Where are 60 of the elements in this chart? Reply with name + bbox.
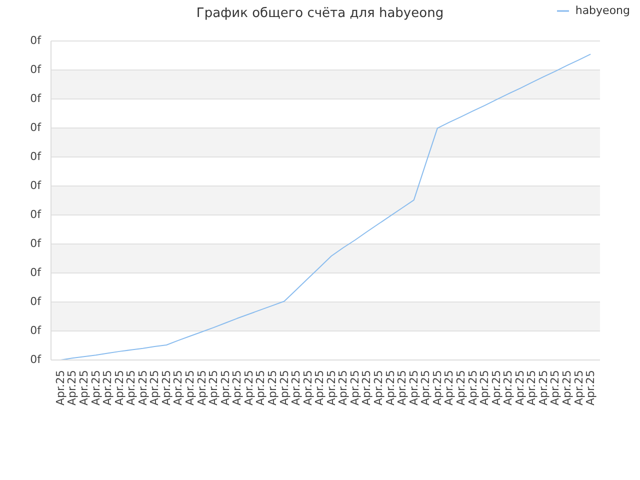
x-tick-label: Apr.25 xyxy=(442,370,456,406)
x-tick-label: Apr.25 xyxy=(548,370,562,406)
text: 0f xyxy=(30,353,41,367)
x-tick-label: Apr.25 xyxy=(77,370,90,406)
x-tick-label: Apr.25 xyxy=(278,370,291,406)
x-tick-label: Apr.25 xyxy=(101,370,114,406)
x-tick-label: Apr.25 xyxy=(301,370,314,406)
text: 0f xyxy=(30,34,41,48)
x-tick-label: Apr.25 xyxy=(396,370,409,406)
legend-label: habyeong xyxy=(574,4,630,17)
x-tick-label: Apr.25 xyxy=(466,370,480,406)
x-tick-label: Apr.25 xyxy=(160,370,173,406)
x-tick-label: Apr.25 xyxy=(313,370,326,406)
x-tick-label: Apr.25 xyxy=(136,370,150,406)
text: 0f xyxy=(30,179,41,193)
x-tick-label: Apr.25 xyxy=(584,370,598,406)
x-tick-label: Apr.25 xyxy=(89,370,102,406)
x-tick-label: Apr.25 xyxy=(384,370,397,406)
x-tick-label: Apr.25 xyxy=(419,370,432,406)
x-tick-label: Apr.25 xyxy=(407,370,420,406)
x-tick-label: Apr.25 xyxy=(560,370,574,406)
text: 0f xyxy=(30,295,41,309)
x-tick-label: Apr.25 xyxy=(290,370,303,406)
x-tick-label: Apr.25 xyxy=(218,370,232,406)
x-tick-label: Apr.25 xyxy=(572,370,586,406)
x-tick-label: Apr.25 xyxy=(266,370,279,406)
x-tick-label: Apr.25 xyxy=(230,370,244,406)
text: 0f xyxy=(30,63,41,77)
x-tick-label: Apr.25 xyxy=(478,370,492,406)
x-tick-label: Apr.25 xyxy=(454,370,468,406)
x-tick-label: Apr.25 xyxy=(490,370,503,406)
text: 0f xyxy=(30,121,41,135)
x-tick-label: Apr.25 xyxy=(172,370,185,406)
x-tick-label: Apr.25 xyxy=(124,370,138,406)
x-tick-label: Apr.25 xyxy=(324,370,338,406)
x-tick-label: Apr.25 xyxy=(254,370,268,406)
chart-title: График общего счёта для habyeong xyxy=(196,6,444,21)
x-tick-label: Apr.25 xyxy=(502,370,515,406)
x-tick-label: Apr.25 xyxy=(348,370,362,406)
x-tick-label: Apr.25 xyxy=(430,370,444,406)
text: 0f xyxy=(30,324,41,338)
x-tick-label: Apr.25 xyxy=(112,370,126,406)
x-tick-label: Apr.25 xyxy=(54,370,67,406)
x-tick-label: Apr.25 xyxy=(336,370,350,406)
x-tick-label: Apr.25 xyxy=(513,370,526,406)
text: 0f xyxy=(30,237,41,251)
x-tick-label: Apr.25 xyxy=(148,370,162,406)
x-tick-label: Apr.25 xyxy=(242,370,256,406)
x-tick-label: Apr.25 xyxy=(536,370,550,406)
x-tick-label: Apr.25 xyxy=(360,370,374,406)
text: 0f xyxy=(30,208,41,222)
x-tick-label: Apr.25 xyxy=(195,370,208,406)
x-tick-label: Apr.25 xyxy=(207,370,220,406)
x-tick-label: Apr.25 xyxy=(66,370,79,406)
text: 0f xyxy=(30,150,41,164)
x-tick-label: Apr.25 xyxy=(372,370,386,406)
text: 0f xyxy=(30,92,41,106)
x-tick-label: Apr.25 xyxy=(184,370,197,406)
x-tick-label: Apr.25 xyxy=(525,370,538,406)
text: 0f xyxy=(30,266,41,280)
